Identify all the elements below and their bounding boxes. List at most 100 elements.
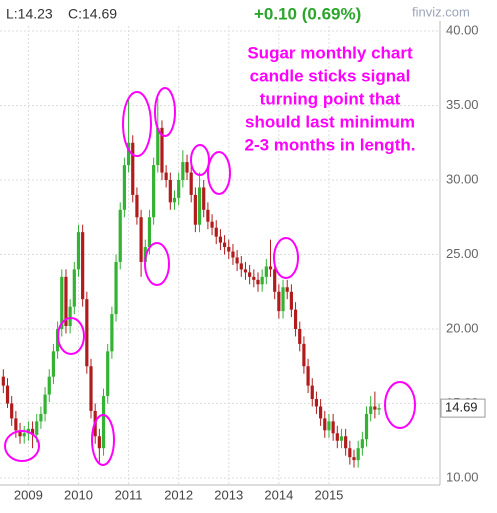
candle-body xyxy=(235,257,239,264)
annotation-line: 2-3 months in length. xyxy=(245,135,416,154)
candle-body xyxy=(110,314,114,352)
candle-body xyxy=(310,385,314,400)
candle-body xyxy=(344,436,348,449)
y-tick-label: 40.00 xyxy=(446,22,479,37)
candle-body xyxy=(122,165,127,210)
candle-body xyxy=(147,217,152,248)
annotation-line: turning point that xyxy=(260,89,401,108)
candle-body xyxy=(47,376,51,395)
candle-body xyxy=(277,291,281,312)
candle-body xyxy=(314,399,319,407)
candle-body xyxy=(64,276,68,327)
candle-body xyxy=(364,413,369,440)
candle-body xyxy=(298,329,302,344)
price-tag-box xyxy=(440,398,486,418)
candle-body xyxy=(319,406,323,419)
candle-body xyxy=(243,269,248,273)
candle-body xyxy=(35,421,39,435)
candle-body xyxy=(335,433,339,441)
x-tick-label: 2010 xyxy=(64,487,93,502)
candle-body xyxy=(131,142,135,195)
circle xyxy=(4,430,40,462)
candle-body xyxy=(39,413,43,422)
circle xyxy=(154,87,176,137)
x-tick-label: 2013 xyxy=(214,487,243,502)
candle-body xyxy=(135,194,139,218)
candle-body xyxy=(101,396,106,449)
candle-body xyxy=(160,127,164,173)
candle-body xyxy=(360,439,364,449)
candle-body xyxy=(356,448,360,461)
circle xyxy=(91,414,115,466)
candle-body xyxy=(139,217,143,262)
candle-body xyxy=(373,406,377,410)
candle-body xyxy=(5,385,10,404)
annotation: Sugar monthly chart candle sticks signal t… xyxy=(245,43,416,154)
candle-body xyxy=(164,172,168,180)
candle-body xyxy=(76,232,81,270)
y-tick-label: 30.00 xyxy=(446,171,479,186)
annotation-line: candle sticks signal xyxy=(250,66,411,85)
low-label: L:14.23 xyxy=(6,6,53,22)
candle-body xyxy=(18,430,22,437)
candle-body xyxy=(85,299,89,367)
candle-body xyxy=(222,242,227,248)
candle-body xyxy=(202,187,206,210)
brand: finviz.com xyxy=(412,4,470,19)
price-tag: 14.69 xyxy=(445,400,478,415)
circle xyxy=(273,237,299,279)
candle-body xyxy=(114,261,118,315)
candle-body xyxy=(331,421,335,434)
candle-body xyxy=(210,221,214,228)
candle-body xyxy=(68,306,72,327)
candle-body xyxy=(285,287,289,292)
candle-body xyxy=(30,428,35,435)
candle-body xyxy=(214,227,218,237)
candle-body xyxy=(256,279,260,285)
candle-body xyxy=(377,408,381,410)
candle-body xyxy=(248,272,252,277)
candle-body xyxy=(189,172,193,195)
candle-body xyxy=(126,142,131,166)
y-tick-label: 35.00 xyxy=(446,97,479,112)
candle-body xyxy=(302,343,306,367)
y-tick-label: 10.00 xyxy=(446,469,479,484)
candle-body xyxy=(327,421,331,431)
candle-body xyxy=(193,194,197,225)
candle-body xyxy=(289,291,293,310)
candle-body xyxy=(14,418,18,431)
candle-body xyxy=(89,366,93,411)
circle xyxy=(122,91,152,157)
candle-body xyxy=(273,269,277,292)
candle-body xyxy=(172,197,177,203)
circle xyxy=(384,381,416,429)
candle-body xyxy=(152,165,156,218)
candle-body xyxy=(206,209,210,222)
y-tick-label: 25.00 xyxy=(446,246,479,261)
x-tick-label: 2009 xyxy=(14,487,43,502)
candle-body xyxy=(293,309,298,329)
candle-body xyxy=(118,209,122,262)
candle-body xyxy=(348,448,352,458)
candle-body xyxy=(239,263,243,270)
candle-body xyxy=(268,266,273,270)
candle-body xyxy=(81,232,85,300)
candle-body xyxy=(231,251,235,258)
candle-body xyxy=(177,180,181,198)
candle-body xyxy=(323,418,327,431)
candle-body xyxy=(1,376,5,386)
candle-body xyxy=(197,187,202,225)
candle-body xyxy=(252,276,256,280)
candle-body xyxy=(51,351,56,377)
candle-body xyxy=(10,403,14,419)
x-tick-label: 2012 xyxy=(164,487,193,502)
x-tick-label: 2011 xyxy=(115,487,143,502)
candle-body xyxy=(264,266,268,277)
candle-body xyxy=(339,436,344,441)
x-tick-label: 2015 xyxy=(314,487,343,502)
circle xyxy=(57,317,85,355)
circle xyxy=(207,151,231,195)
candle-body xyxy=(185,162,189,173)
x-tick-label: 2014 xyxy=(264,487,293,502)
